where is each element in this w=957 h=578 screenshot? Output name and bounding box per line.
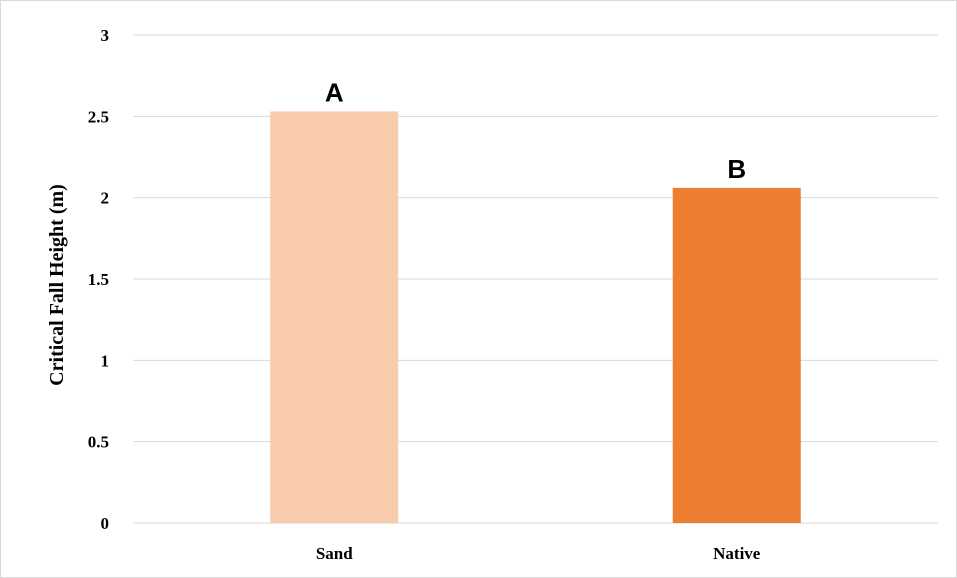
y-tick-label: 2.5 [88, 107, 109, 126]
y-tick-label: 1.5 [88, 270, 109, 289]
y-tick-label: 3 [101, 26, 110, 45]
y-tick-label: 1 [101, 351, 110, 370]
x-tick-labels: Sand Native [316, 544, 761, 563]
bar-sand [270, 111, 399, 523]
y-axis-title: Critical Fall Height (m) [46, 184, 68, 386]
x-tick-label: Sand [316, 544, 353, 563]
bar-annotation: A [325, 77, 344, 107]
bar-annotation: B [727, 154, 746, 184]
bar-annotations: AB [325, 77, 746, 183]
bars [270, 111, 801, 523]
gridlines [133, 34, 938, 524]
y-tick-label: 0 [101, 514, 110, 533]
y-tick-label: 0.5 [88, 433, 109, 452]
y-tick-labels: 0 0.5 1 1.5 2 2.5 3 [88, 26, 109, 533]
bar-native [672, 187, 801, 523]
y-tick-label: 2 [101, 189, 110, 208]
x-tick-label: Native [713, 544, 761, 563]
